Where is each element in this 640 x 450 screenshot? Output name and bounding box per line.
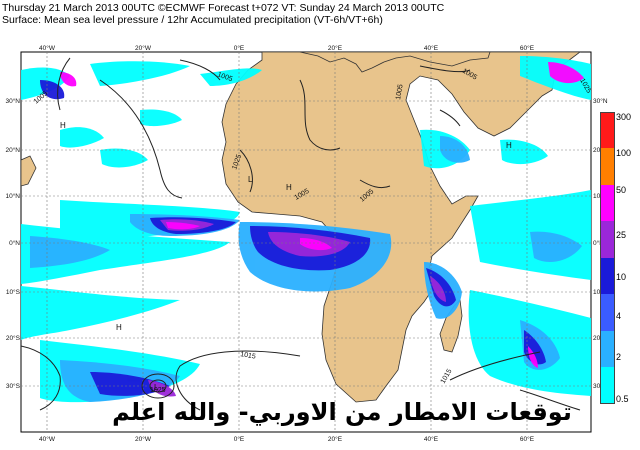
lon-label-top: 40°W [39,44,56,52]
legend-label-10: 10 [616,272,627,282]
lat-label-left: 10°N [5,192,20,200]
legend-swatch-300 [600,112,615,149]
lon-label-top: 20°W [135,44,152,52]
legend-label-300: 300 [616,112,632,122]
lat-label-left: 30°S [6,382,21,390]
arabic-caption: توقعات الامطار من الاوربي- والله اعلم [112,398,572,426]
isobar-label: 1005 [216,71,233,83]
high-pressure-marker: H [116,323,122,332]
legend-label-0-5: 0.5 [616,394,629,404]
high-pressure-marker: H [506,141,512,150]
legend-label-50: 50 [616,185,627,195]
low-pressure-marker: L [154,383,159,392]
legend-swatch-4 [600,294,615,331]
lon-label-bottom: 20°W [135,435,152,443]
lon-label-bottom: 60°E [520,435,535,443]
low-pressure-marker: L [248,175,253,184]
lon-label-bottom: 20°E [328,435,343,443]
legend-swatch-50 [600,185,615,221]
high-pressure-marker: H [60,121,66,130]
precipitation-legend: 300 100 50 25 10 4 2 0.5 [597,112,640,404]
lat-label-left: 0°N [9,239,20,247]
lon-label-bottom: 0°E [234,435,245,443]
high-pressure-marker: H [286,183,292,192]
isobar-label: 1015 [240,351,257,361]
lat-label-right: 0°N [593,239,604,247]
land-europe [299,52,491,73]
legend-swatch-2 [600,331,615,367]
legend-label-100: 100 [616,148,632,158]
land-west-edge [21,155,37,187]
legend-label-2: 2 [616,352,622,362]
legend-label-25: 25 [616,230,627,240]
lat-label-left: 20°S [6,334,21,342]
legend-label-4: 4 [616,311,622,321]
lon-label-top: 60°E [520,44,535,52]
chart-header: Thursday 21 March 2013 00UTC ©ECMWF Fore… [2,2,622,26]
lat-label-left: 10°S [6,288,21,296]
header-line-1: Thursday 21 March 2013 00UTC ©ECMWF Fore… [2,2,445,14]
lon-label-top: 0°E [234,44,245,52]
legend-swatch-25 [600,221,615,258]
lat-label-left: 30°N [5,97,20,105]
legend-swatch-10 [600,258,615,294]
legend-swatch-100 [600,148,615,185]
lat-label-right: 30°N [593,97,608,105]
lon-label-bottom: 40°E [424,435,439,443]
isobar-label: 1025 [231,154,243,171]
lat-label-left: 20°N [5,146,20,154]
lon-label-bottom: 40°W [39,435,56,443]
legend-swatch-0-5 [600,367,615,404]
header-line-2: Surface: Mean sea level pressure / 12hr … [2,14,383,26]
lon-label-top: 40°E [424,44,439,52]
lon-label-top: 20°E [328,44,343,52]
isobar-label: 1005 [395,84,405,101]
land-africa [221,52,581,403]
isobar-label: 1025 [150,387,166,394]
